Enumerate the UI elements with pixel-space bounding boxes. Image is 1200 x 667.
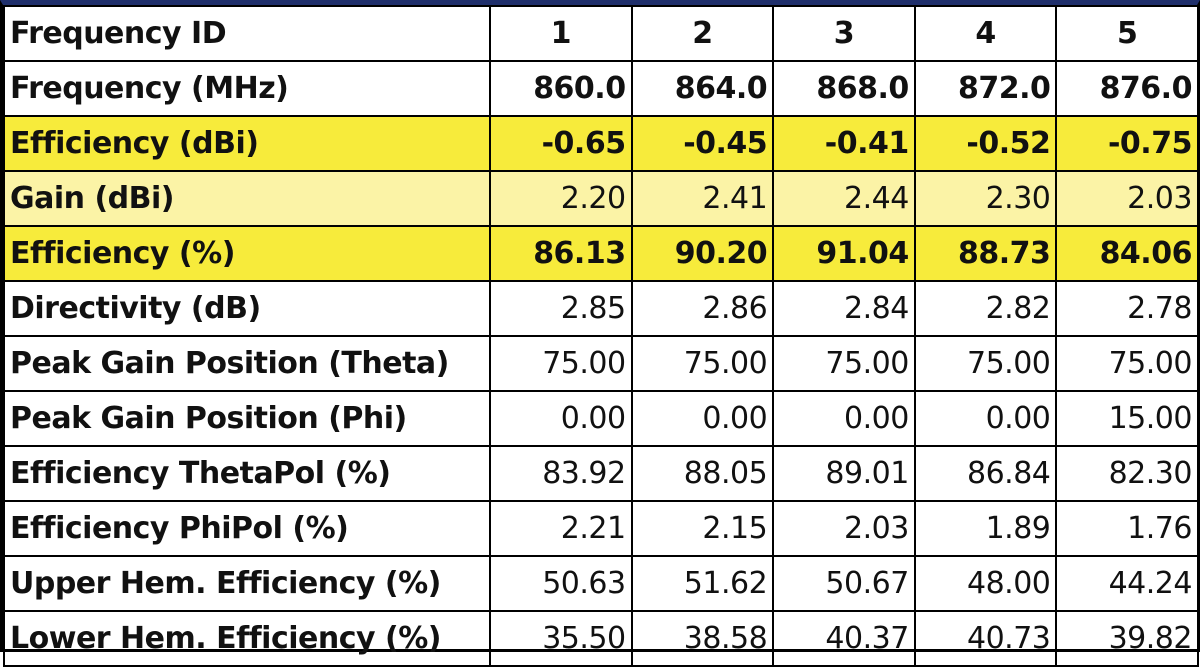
table-cell: 2.21 (489, 500, 633, 557)
table-cell: 82.30 (1055, 445, 1199, 502)
table-cell: 864.0 (630, 60, 775, 117)
table-cell: 2.84 (772, 280, 916, 337)
table-row-efficiency-dbi: Efficiency (dBi) -0.65 -0.45 -0.41 -0.52… (3, 115, 1199, 172)
row-label: Peak Gain Position (Phi) (3, 390, 491, 447)
table-cell: -0.52 (913, 115, 1058, 172)
row-label: Peak Gain Position (Theta) (3, 335, 491, 392)
table-cell: 84.06 (1055, 225, 1199, 282)
row-label: Gain (dBi) (3, 170, 491, 227)
row-label: Lower Hem. Efficiency (%) (3, 610, 491, 667)
table-cell: 2.44 (772, 170, 916, 227)
table-cell: 15.00 (1055, 390, 1199, 447)
table-cell: 2.82 (913, 280, 1058, 337)
table-row-directivity: Directivity (dB) 2.85 2.86 2.84 2.82 2.7… (3, 280, 1199, 337)
table-row-efficiency-percent: Efficiency (%) 86.13 90.20 91.04 88.73 8… (3, 225, 1199, 282)
table-cell: 2.85 (489, 280, 633, 337)
table-row-gain: Gain (dBi) 2.20 2.41 2.44 2.30 2.03 (3, 170, 1199, 227)
table-cell: 2.03 (1055, 170, 1199, 227)
table-cell: 86.84 (913, 445, 1058, 502)
table-cell: 88.73 (913, 225, 1058, 282)
row-label: Upper Hem. Efficiency (%) (3, 555, 491, 612)
table-cell: 2.86 (630, 280, 775, 337)
table-cell: 89.01 (772, 445, 916, 502)
row-label: Efficiency ThetaPol (%) (3, 445, 491, 502)
table-row-upper-hem-efficiency: Upper Hem. Efficiency (%) 50.63 51.62 50… (3, 555, 1199, 612)
row-label: Efficiency PhiPol (%) (3, 500, 491, 557)
table-cell: 868.0 (772, 60, 916, 117)
header-label: Frequency ID (3, 5, 491, 62)
table-cell: 0.00 (913, 390, 1058, 447)
table-cell: 50.63 (489, 555, 633, 612)
table-header-row: Frequency ID 1 2 3 4 5 (3, 5, 1199, 62)
table-cell: 75.00 (1055, 335, 1199, 392)
table-row-efficiency-phipol: Efficiency PhiPol (%) 2.21 2.15 2.03 1.8… (3, 500, 1199, 557)
header-id-cell: 3 (772, 5, 916, 62)
table-cell: 90.20 (630, 225, 775, 282)
table-cell: -0.45 (630, 115, 775, 172)
table-cell: 860.0 (489, 60, 633, 117)
table-cell: 0.00 (772, 390, 916, 447)
header-id-cell: 4 (913, 5, 1058, 62)
table-cell: 2.03 (772, 500, 916, 557)
table-cell: 872.0 (913, 60, 1058, 117)
header-id-cell: 5 (1055, 5, 1199, 62)
table-cell: 86.13 (489, 225, 633, 282)
table-cell: 1.89 (913, 500, 1058, 557)
table-row-peak-gain-theta: Peak Gain Position (Theta) 75.00 75.00 7… (3, 335, 1199, 392)
table-cell: 50.67 (772, 555, 916, 612)
row-label: Directivity (dB) (3, 280, 491, 337)
table-cell: 0.00 (489, 390, 633, 447)
table-cell: 40.73 (913, 610, 1058, 667)
header-id-cell: 2 (630, 5, 775, 62)
table-cell: 75.00 (913, 335, 1058, 392)
table-cell: 83.92 (489, 445, 633, 502)
table-cell: 51.62 (630, 555, 775, 612)
table-cell: 35.50 (489, 610, 633, 667)
row-label: Efficiency (dBi) (3, 115, 491, 172)
table-cell: -0.75 (1055, 115, 1199, 172)
table-cell: 88.05 (630, 445, 775, 502)
table-cell: 75.00 (630, 335, 775, 392)
table-cell: 0.00 (630, 390, 775, 447)
table-cell: 2.78 (1055, 280, 1199, 337)
table-cell: -0.41 (772, 115, 916, 172)
table-cell: 44.24 (1055, 555, 1199, 612)
antenna-measurement-table: Frequency ID 1 2 3 4 5 Frequency (MHz) 8… (3, 5, 1199, 667)
header-id-cell: 1 (489, 5, 633, 62)
table-cell: 91.04 (772, 225, 916, 282)
table-cell: 2.41 (630, 170, 775, 227)
table-cell: 876.0 (1055, 60, 1199, 117)
table-cell: -0.65 (489, 115, 633, 172)
table-cell: 39.82 (1055, 610, 1199, 667)
table-cell: 75.00 (489, 335, 633, 392)
table-cell: 2.15 (630, 500, 775, 557)
table-cell: 48.00 (913, 555, 1058, 612)
table-row-peak-gain-phi: Peak Gain Position (Phi) 0.00 0.00 0.00 … (3, 390, 1199, 447)
row-label: Efficiency (%) (3, 225, 491, 282)
table-row-lower-hem-efficiency: Lower Hem. Efficiency (%) 35.50 38.58 40… (3, 610, 1199, 667)
table-row-efficiency-thetapol: Efficiency ThetaPol (%) 83.92 88.05 89.0… (3, 445, 1199, 502)
table-cell: 1.76 (1055, 500, 1199, 557)
table-cell: 75.00 (772, 335, 916, 392)
table-cell: 38.58 (630, 610, 775, 667)
table-cell: 2.30 (913, 170, 1058, 227)
table-cell: 40.37 (772, 610, 916, 667)
table-cell: 2.20 (489, 170, 633, 227)
table-row-frequency: Frequency (MHz) 860.0 864.0 868.0 872.0 … (3, 60, 1199, 117)
row-label: Frequency (MHz) (3, 60, 491, 117)
